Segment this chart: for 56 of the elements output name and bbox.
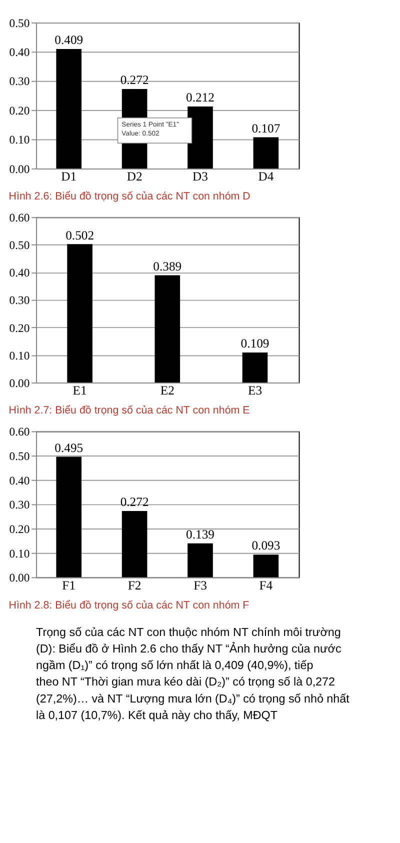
text: Hình 2.7: Biểu đồ trọng số của các NT con nhóm E bbox=[8, 404, 250, 417]
data-label: 0.495 bbox=[54, 440, 84, 455]
bar bbox=[242, 352, 268, 383]
y-tick-label: 0.00 bbox=[9, 162, 30, 176]
data-label: 0.139 bbox=[186, 528, 214, 542]
y-tick-label: 0.30 bbox=[9, 75, 30, 88]
data-label: 0.212 bbox=[186, 90, 214, 105]
bar bbox=[56, 49, 82, 168]
bar bbox=[188, 543, 213, 578]
x-tick-label: D2 bbox=[126, 170, 142, 184]
y-tick-label: 0.20 bbox=[9, 522, 30, 536]
data-label: 0.502 bbox=[66, 228, 94, 242]
y-tick-label: 0.30 bbox=[9, 498, 30, 512]
data-label: 0.109 bbox=[240, 336, 270, 351]
y-tick-label: 0.60 bbox=[9, 426, 30, 439]
data-label: 0.409 bbox=[54, 33, 84, 48]
y-tick-label: 0.50 bbox=[9, 239, 30, 252]
x-tick-label: E3 bbox=[248, 384, 262, 398]
y-tick-label: 0.50 bbox=[9, 16, 30, 30]
bar bbox=[253, 554, 279, 578]
bar bbox=[122, 511, 148, 578]
x-tick-label: E2 bbox=[160, 384, 174, 398]
x-tick-label: D1 bbox=[61, 170, 77, 184]
y-tick-label: 0.40 bbox=[9, 474, 30, 488]
x-tick-label: D4 bbox=[258, 170, 274, 184]
y-tick-label: 0.00 bbox=[9, 376, 30, 390]
x-tick-label: F2 bbox=[128, 578, 142, 592]
data-label: 0.093 bbox=[252, 538, 280, 553]
bar bbox=[154, 275, 180, 383]
bar bbox=[67, 244, 92, 383]
y-tick-label: 0.50 bbox=[9, 450, 30, 463]
y-tick-label: 0.00 bbox=[9, 572, 30, 585]
y-tick-label: 0.20 bbox=[9, 322, 30, 335]
y-tick-label: 0.10 bbox=[9, 349, 30, 362]
x-tick-label: F4 bbox=[259, 578, 274, 592]
x-tick-label: F1 bbox=[62, 578, 76, 592]
bar bbox=[56, 456, 82, 578]
text: Hình 2.8: Biểu đồ trọng số của các NT con nhóm F bbox=[8, 599, 250, 612]
y-tick-label: 0.40 bbox=[9, 46, 30, 60]
text: Trọng số của các NT con thuộc nhóm NT chính môi trường (D): Biểu đồ ở Hình 2.6 cho thấy NT “Ảnh hưởng của nước ngầm (D₁)” có trọng số lớn nhất là 0,409 (40,9%), tiếp theo NT “Thời gian mưa kéo dài (D₂)” có trọng số là 0,272 (27,2%)… và NT “Lượng mưa lớn (D₄)” có trọng số nhỏ nhất là 0,107 (10,7%). Kết quả này cho thấy, MĐQT bbox=[36, 626, 350, 722]
data-label: 0.107 bbox=[252, 121, 280, 136]
y-tick-label: 0.20 bbox=[9, 104, 30, 118]
y-tick-label: 0.10 bbox=[9, 134, 30, 147]
bar bbox=[188, 106, 213, 168]
y-tick-label: 0.30 bbox=[9, 294, 30, 308]
data-label: 0.272 bbox=[120, 495, 149, 510]
y-tick-label: 0.10 bbox=[9, 547, 30, 560]
y-tick-label: 0.40 bbox=[9, 266, 30, 280]
x-tick-label: F3 bbox=[194, 578, 207, 592]
data-label: 0.389 bbox=[153, 259, 182, 274]
x-tick-label: E1 bbox=[72, 384, 87, 398]
bar bbox=[253, 137, 279, 168]
y-tick-label: 0.60 bbox=[9, 211, 30, 224]
text: Hình 2.6: Biểu đồ trọng số của các NT con nhóm D bbox=[8, 190, 251, 203]
x-tick-label: D3 bbox=[192, 170, 208, 184]
data-label: 0.272 bbox=[120, 73, 149, 88]
